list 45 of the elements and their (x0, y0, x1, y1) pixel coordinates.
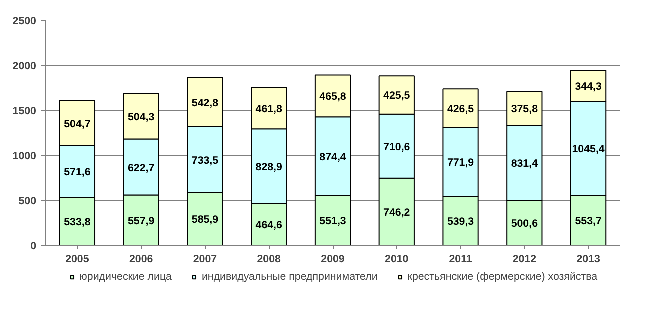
legend-label: индивидуальные предприниматели (202, 271, 378, 283)
y-tick-label: 2000 (12, 60, 37, 72)
data-label: 557,9 (128, 215, 155, 228)
data-label: 425,5 (384, 90, 410, 102)
data-label: 831,4 (511, 158, 538, 170)
data-label: 571,6 (64, 166, 91, 179)
y-tick-label: 1000 (12, 150, 37, 162)
data-label: 344,3 (575, 81, 602, 94)
data-label: 504,7 (64, 118, 91, 130)
x-tick-label: 2006 (129, 254, 154, 266)
data-label: 375,8 (511, 104, 538, 116)
data-label: 1045,4 (572, 144, 605, 156)
data-label: 500,6 (511, 218, 538, 230)
data-label: 539,3 (447, 216, 474, 228)
x-tick-label: 2011 (449, 254, 472, 266)
x-tick-label: 2008 (257, 254, 282, 266)
x-tick-label: 2012 (512, 254, 537, 266)
data-label: 746,2 (384, 206, 410, 219)
legend-label: крестьянские (фермерские) хозяйства (408, 271, 598, 283)
data-label: 710,6 (384, 141, 410, 154)
y-tick-label: 2500 (12, 16, 37, 28)
x-tick-label: 2007 (193, 254, 218, 266)
data-label: 874,4 (320, 152, 346, 164)
y-tick-label: 500 (18, 196, 37, 208)
data-label: 733,5 (192, 154, 219, 167)
data-label: 551,3 (320, 216, 346, 228)
y-tick-label: 0 (30, 240, 37, 252)
data-label: 542,8 (192, 97, 219, 110)
data-label: 533,8 (64, 216, 91, 228)
data-label: 464,6 (256, 220, 283, 232)
data-label: 585,9 (192, 214, 219, 226)
data-label: 828,9 (256, 161, 283, 174)
data-label: 504,3 (128, 112, 155, 124)
data-label: 622,7 (128, 162, 155, 174)
data-label: 461,8 (256, 103, 283, 116)
y-tick-label: 1500 (12, 106, 37, 118)
legend-label: юридические лица (79, 271, 172, 283)
data-label: 426,5 (447, 103, 474, 116)
data-label: 771,9 (447, 157, 474, 170)
x-tick-label: 2013 (576, 254, 600, 266)
data-label: 553,7 (575, 216, 602, 228)
x-tick-label: 2010 (385, 254, 409, 266)
data-label: 465,8 (320, 91, 346, 104)
x-tick-label: 2005 (66, 254, 90, 266)
x-tick-label: 2009 (321, 254, 345, 266)
